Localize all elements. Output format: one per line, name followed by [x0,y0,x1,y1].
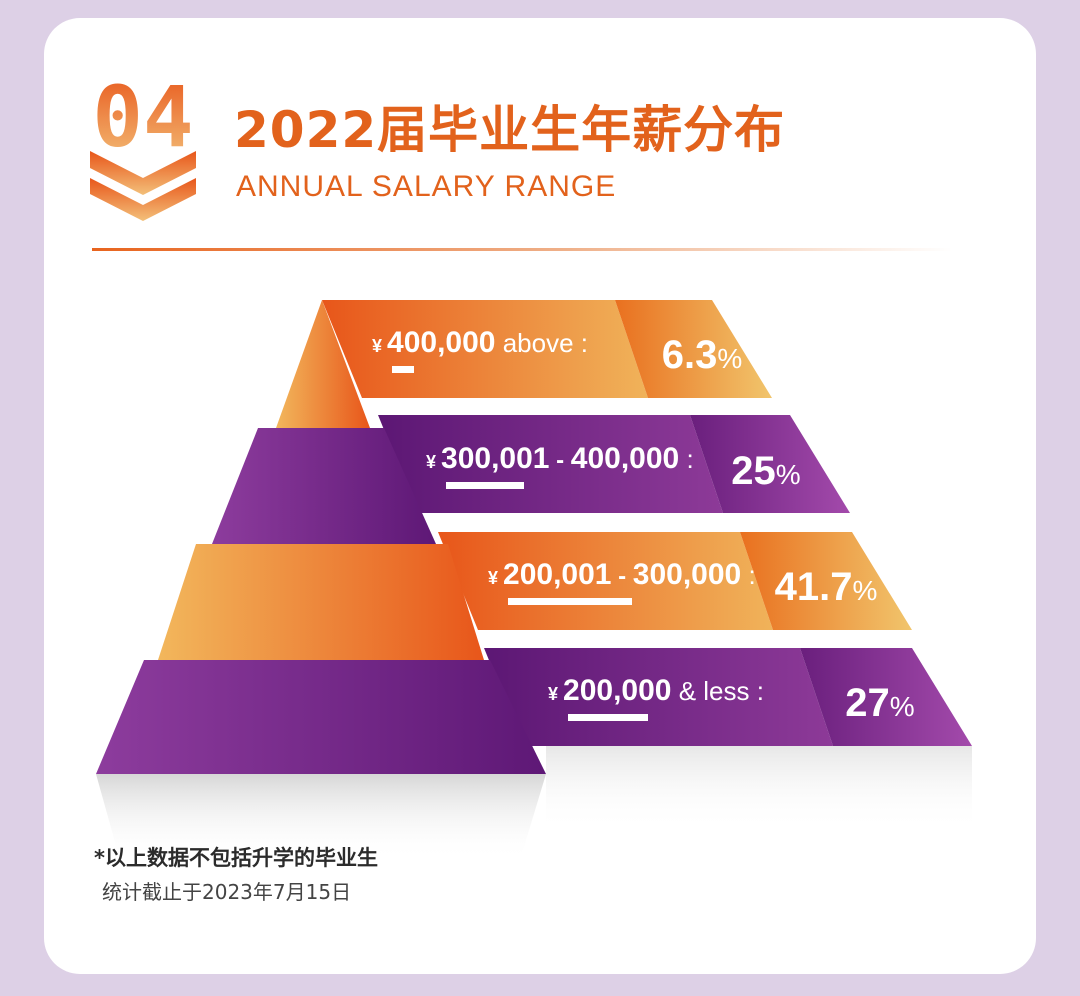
tier-underline-2 [446,482,524,489]
tier-value-panel-2 [690,415,850,513]
tier-value-label-3: 41.7% [775,565,878,609]
tier-value-label-2: 25% [731,449,800,493]
footnote-date: 统计截止于2023年7月15日 [102,880,352,904]
tier-value-panel-1 [615,300,772,398]
page-subtitle: ANNUAL SALARY RANGE [236,170,617,203]
pyramid-tier-2 [212,428,436,544]
footnote-exclusion: *以上数据不包括升学的毕业生 [94,846,378,870]
badge-chevron-bottom [90,178,196,221]
pyramid-tier-3 [158,544,484,660]
tier-underline-3 [508,598,632,605]
tier-range-label-4: ¥ 200,000 & less : [548,674,764,707]
tier-range-label-2: ¥ 300,001 - 400,000 : [426,442,694,475]
section-number-badge: 04 [90,76,196,221]
tier-band-1 [322,300,648,398]
pyramid-tier-1 [276,300,370,428]
tier-range-label-3: ¥ 200,001 - 300,000 : [488,558,756,591]
tier-range-label-1: ¥ 400,000 above : [372,326,588,359]
tier-value-label-1: 6.3% [662,333,743,377]
divider-line [92,248,952,251]
pyramid-shadow [96,774,546,860]
tier-band-4 [484,648,833,746]
badge-number: 04 [92,76,193,166]
badge-chevron-top [90,151,196,195]
tier-underline-4 [568,714,648,721]
tier-value-panel-4 [800,648,972,746]
tier-band-3 [438,532,773,630]
pyramid-tier-4 [96,660,546,774]
tier-underline-1 [392,366,414,373]
band-shadow [546,746,972,830]
tier-value-panel-3 [740,532,912,630]
page-title: 2022届毕业生年薪分布 [234,101,786,159]
tier-value-label-4: 27% [845,681,914,725]
